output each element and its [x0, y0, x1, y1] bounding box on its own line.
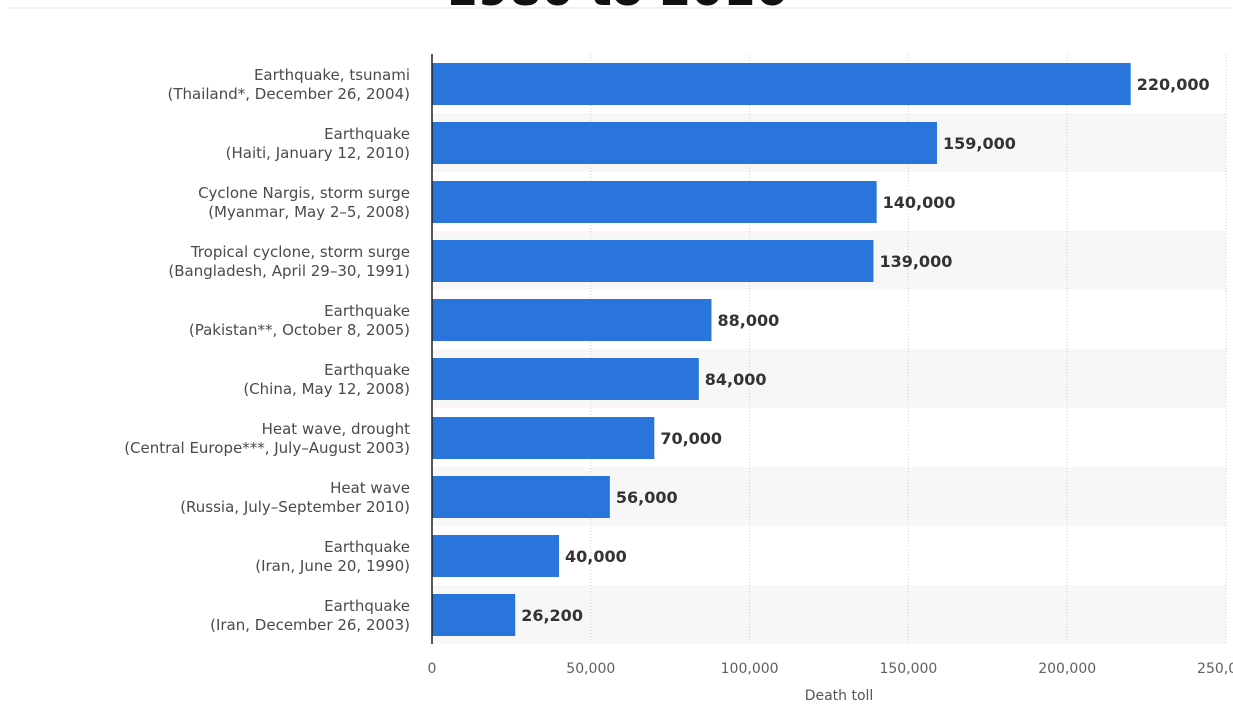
category-label-line1: Heat wave, drought: [262, 420, 411, 438]
category-label-line2: (Iran, June 20, 1990): [255, 557, 410, 575]
category-label-line2: (Russia, July–September 2010): [180, 498, 410, 516]
x-tick-labels: 0 50,000 100,000 150,000 200,000 250,000: [428, 661, 1233, 677]
category-label-line2: (Myanmar, May 2–5, 2008): [208, 203, 410, 221]
category-label-line2: (Bangladesh, April 29–30, 1991): [168, 262, 410, 280]
x-tick-label: 250,000: [1197, 661, 1233, 677]
x-tick-label: 50,000: [566, 661, 615, 677]
category-label-line2: (China, May 12, 2008): [243, 380, 410, 398]
data-label: 84,000: [705, 370, 767, 389]
category-label-line2: (Haiti, January 12, 2010): [226, 144, 410, 162]
row-band: [432, 585, 1226, 644]
category-label-line1: Cyclone Nargis, storm surge: [198, 184, 410, 202]
x-tick-label: 100,000: [721, 661, 779, 677]
category-label-line1: Heat wave: [330, 479, 410, 497]
bar[interactable]: [432, 181, 877, 223]
bar[interactable]: [432, 122, 937, 164]
bar[interactable]: [432, 240, 874, 282]
bar[interactable]: [432, 299, 712, 341]
data-label: 26,200: [521, 606, 583, 625]
category-label-line1: Earthquake: [324, 538, 410, 556]
data-label: 40,000: [565, 547, 627, 566]
x-axis-label: Death toll: [805, 688, 874, 704]
bar[interactable]: [432, 476, 610, 518]
bar[interactable]: [432, 358, 699, 400]
category-label-line1: Earthquake: [324, 597, 410, 615]
bars: [432, 63, 1131, 636]
bar[interactable]: [432, 417, 655, 459]
category-labels: 220,000 Earthquake, tsunami(Thailand*, De…: [124, 66, 1209, 634]
bar[interactable]: [432, 535, 560, 577]
category-label-line1: Tropical cyclone, storm surge: [190, 243, 410, 261]
grid-lines: [590, 54, 1227, 644]
category-label-line2: (Pakistan**, October 8, 2005): [189, 321, 410, 339]
category-label-line2: (Central Europe***, July–August 2003): [124, 439, 410, 457]
category-label-line1: Earthquake: [324, 125, 410, 143]
x-tick-label: 0: [428, 661, 437, 677]
data-label: 88,000: [717, 311, 779, 330]
category-label-line1: Earthquake, tsunami: [254, 66, 410, 84]
data-label: 159,000: [943, 134, 1016, 153]
x-tick-label: 200,000: [1038, 661, 1096, 677]
data-label: 70,000: [660, 429, 722, 448]
bar[interactable]: [432, 63, 1131, 105]
data-label: 56,000: [616, 488, 678, 507]
data-label: 139,000: [879, 252, 952, 271]
title-divider: [10, 7, 1230, 9]
category-label-line2: (Iran, December 26, 2003): [210, 616, 410, 634]
data-label: 140,000: [883, 193, 956, 212]
category-label-line1: Earthquake: [324, 361, 410, 379]
x-tick-label: 150,000: [879, 661, 937, 677]
category-label-line1: Earthquake: [324, 302, 410, 320]
data-label: 220,000: [1137, 75, 1210, 94]
category-label-line2: (Thailand*, December 26, 2004): [167, 85, 410, 103]
bar[interactable]: [432, 594, 516, 636]
